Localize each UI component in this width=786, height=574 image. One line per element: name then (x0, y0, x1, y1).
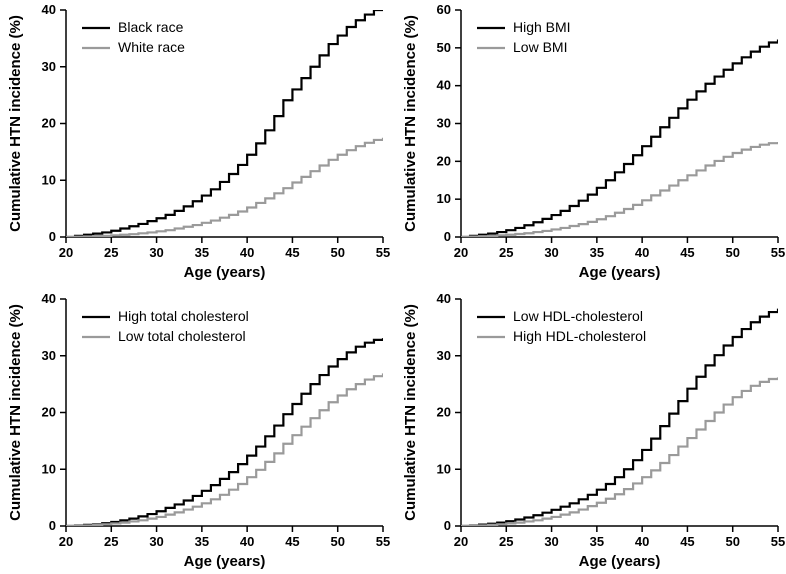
y-tick-label: 50 (437, 40, 451, 55)
legend-label: White race (118, 39, 185, 55)
x-tick-label: 55 (771, 245, 785, 260)
series-line (66, 338, 383, 526)
legend-label: High HDL-cholesterol (513, 328, 646, 344)
legend-label: Low HDL-cholesterol (513, 308, 643, 324)
y-tick-label: 0 (49, 229, 56, 244)
x-tick-label: 25 (499, 534, 513, 549)
x-tick-label: 20 (59, 534, 73, 549)
x-tick-label: 40 (240, 534, 254, 549)
x-tick-label: 40 (635, 534, 649, 549)
x-axis-title: Age (years) (579, 553, 661, 570)
y-tick-label: 30 (437, 348, 451, 363)
x-tick-label: 40 (635, 245, 649, 260)
x-tick-label: 30 (544, 534, 558, 549)
y-tick-label: 60 (437, 2, 451, 17)
y-tick-label: 0 (444, 518, 451, 533)
x-tick-label: 50 (330, 534, 344, 549)
y-tick-label: 30 (42, 348, 56, 363)
y-axis-title: Cumulative HTN incidence (%) (402, 304, 419, 521)
series-line (461, 377, 778, 526)
x-tick-label: 30 (149, 245, 163, 260)
y-tick-label: 20 (42, 405, 56, 420)
y-tick-label: 40 (437, 78, 451, 93)
x-tick-label: 45 (285, 245, 299, 260)
series-line (66, 7, 383, 237)
x-axis-title: Age (years) (184, 264, 266, 281)
y-tick-label: 10 (42, 172, 56, 187)
panel-hdl: 20 25 30 35 40 45 50 55 Age (years) 0 10 20 30 40 Cumu… (395, 289, 786, 574)
y-tick-label: 40 (437, 291, 451, 306)
y-tick-label: 30 (437, 116, 451, 131)
y-axis-title: Cumulative HTN incidence (%) (7, 15, 24, 232)
x-tick-label: 25 (104, 534, 118, 549)
y-tick-label: 0 (49, 518, 56, 533)
legend-label: Low BMI (513, 39, 567, 55)
y-tick-label: 10 (437, 461, 451, 476)
y-tick-label: 20 (42, 116, 56, 131)
x-tick-label: 50 (330, 245, 344, 260)
y-tick-label: 30 (42, 59, 56, 74)
x-tick-label: 20 (59, 245, 73, 260)
series-line (461, 40, 778, 237)
x-tick-label: 20 (454, 534, 468, 549)
y-tick-label: 40 (42, 2, 56, 17)
legend-label: Black race (118, 19, 184, 35)
x-tick-label: 50 (725, 534, 739, 549)
x-tick-label: 55 (771, 534, 785, 549)
series-line (66, 373, 383, 526)
series-line (461, 142, 778, 237)
figure-root: 20 25 30 35 40 45 50 55 Age (years) 0 10 20 30 40 Cumu… (0, 0, 786, 574)
y-tick-label: 40 (42, 291, 56, 306)
x-tick-label: 55 (376, 534, 390, 549)
x-tick-label: 25 (499, 245, 513, 260)
x-tick-label: 35 (590, 534, 604, 549)
x-tick-label: 30 (149, 534, 163, 549)
series-line (66, 138, 383, 237)
x-tick-label: 50 (725, 245, 739, 260)
panel-tc: 20 25 30 35 40 45 50 55 Age (years) 0 10 20 30 40 Cumu… (0, 289, 391, 574)
x-axis-title: Age (years) (184, 553, 266, 570)
legend-label: High BMI (513, 19, 571, 35)
x-tick-label: 45 (680, 534, 694, 549)
x-tick-label: 30 (544, 245, 558, 260)
x-tick-label: 20 (454, 245, 468, 260)
y-tick-label: 20 (437, 153, 451, 168)
y-tick-label: 20 (437, 405, 451, 420)
panel-race: 20 25 30 35 40 45 50 55 Age (years) 0 10 20 30 40 Cumu… (0, 0, 391, 285)
legend-label: Low total cholesterol (118, 328, 246, 344)
y-tick-label: 10 (42, 461, 56, 476)
x-tick-label: 40 (240, 245, 254, 260)
x-axis-title: Age (years) (579, 264, 661, 281)
y-tick-label: 0 (444, 229, 451, 244)
x-tick-label: 35 (590, 245, 604, 260)
x-tick-label: 45 (285, 534, 299, 549)
x-tick-label: 55 (376, 245, 390, 260)
y-axis-title: Cumulative HTN incidence (%) (7, 304, 24, 521)
x-tick-label: 35 (195, 534, 209, 549)
legend-label: High total cholesterol (118, 308, 249, 324)
y-axis-title: Cumulative HTN incidence (%) (402, 15, 419, 232)
panel-bmi: 20 25 30 35 40 45 50 55 Age (years) 0 10 20 30 40 50 60… (395, 0, 786, 285)
x-tick-label: 25 (104, 245, 118, 260)
x-tick-label: 35 (195, 245, 209, 260)
x-tick-label: 45 (680, 245, 694, 260)
y-tick-label: 10 (437, 191, 451, 206)
